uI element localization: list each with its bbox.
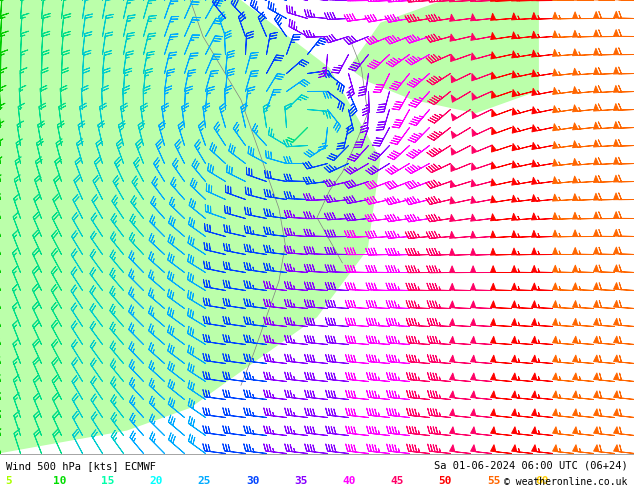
Text: Sa 01-06-2024 06:00 UTC (06+24): Sa 01-06-2024 06:00 UTC (06+24) <box>434 461 628 470</box>
Text: © weatheronline.co.uk: © weatheronline.co.uk <box>504 477 628 487</box>
Text: 15: 15 <box>101 476 115 486</box>
Text: Wind 500 hPa [kts] ECMWF: Wind 500 hPa [kts] ECMWF <box>6 461 157 470</box>
Text: 50: 50 <box>439 476 452 486</box>
Text: 55: 55 <box>487 476 500 486</box>
Text: 35: 35 <box>294 476 307 486</box>
Text: 60: 60 <box>535 476 548 486</box>
Text: 5: 5 <box>5 476 12 486</box>
Text: 40: 40 <box>342 476 356 486</box>
Polygon shape <box>349 0 539 113</box>
Text: 10: 10 <box>53 476 67 486</box>
Text: 25: 25 <box>198 476 211 486</box>
Text: 45: 45 <box>391 476 404 486</box>
Text: 30: 30 <box>246 476 259 486</box>
Polygon shape <box>0 0 380 453</box>
Text: 20: 20 <box>150 476 163 486</box>
